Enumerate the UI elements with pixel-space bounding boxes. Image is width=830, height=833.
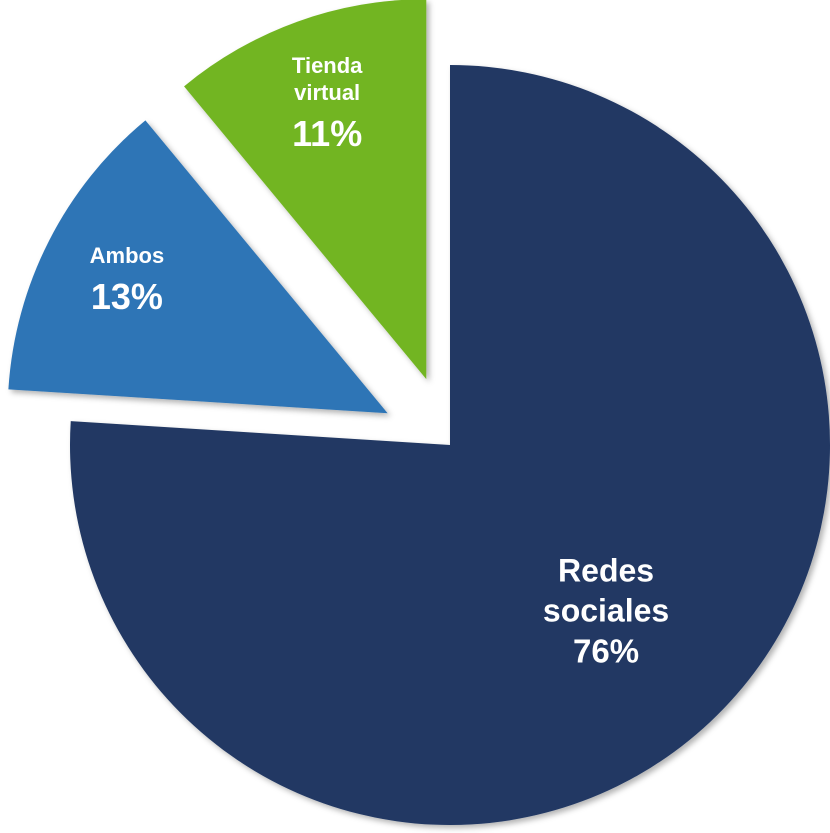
slice-label: Tienda virtual 11% xyxy=(270,52,384,156)
category-label: Tienda virtual xyxy=(291,52,363,106)
pie-slice xyxy=(70,65,830,825)
slice-label: Redes sociales 76% xyxy=(523,551,689,672)
pie-slice xyxy=(184,0,427,380)
category-label: Redes sociales xyxy=(542,552,670,629)
slice-label: Ambos 13% xyxy=(70,242,184,319)
value-label: 13% xyxy=(90,275,163,317)
pie-slice xyxy=(8,120,388,414)
value-label: 11% xyxy=(292,112,363,154)
value-label: 76% xyxy=(573,632,640,670)
category-label: Ambos xyxy=(89,243,165,269)
